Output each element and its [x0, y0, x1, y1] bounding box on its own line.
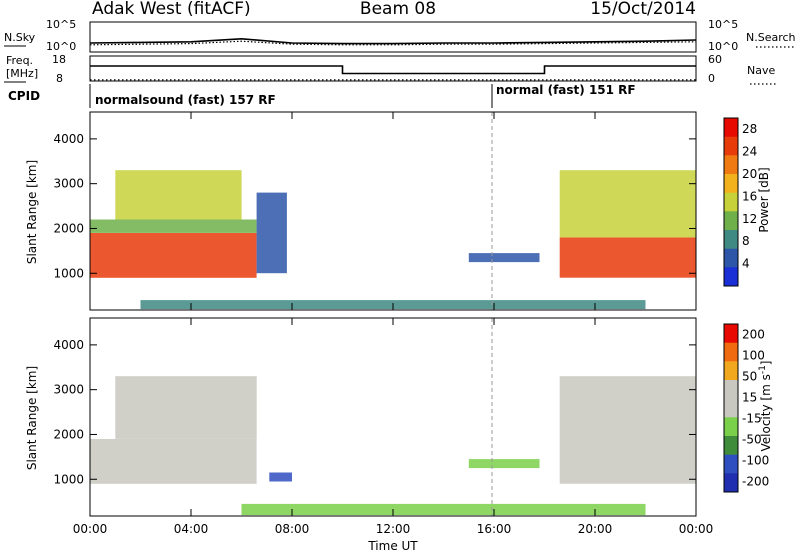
- power-colorbar-tick-3: 12: [742, 212, 757, 226]
- velocity-colorbar-band-5: [724, 398, 738, 418]
- cpid-segment-1: normalsound (fast) 157 RF: [95, 93, 276, 107]
- noise-right-tick-top: 10^5: [708, 18, 738, 31]
- noise-right-tick-bottom: 10^0: [708, 40, 738, 53]
- power-colorbar-band-6: [724, 211, 738, 231]
- station-title: Adak West (fitACF): [92, 0, 251, 19]
- velocity-colorbar-tick-7: -100: [742, 454, 769, 468]
- x-tick-label-5: 16:00: [477, 522, 512, 536]
- power-colorbar-band-3: [724, 155, 738, 175]
- velocity-colorbar-tick-5: -15: [742, 412, 762, 426]
- cpid-segment-2: normal (fast) 151 RF: [496, 83, 636, 97]
- velocity-region-2: [115, 376, 257, 439]
- x-tick-label-4: 12:00: [376, 522, 411, 536]
- frequency-label: Freq.: [6, 54, 33, 67]
- noise-frame: [89, 21, 697, 53]
- power-colorbar-band-7: [724, 230, 738, 250]
- velocity-colorbar-band-3: [724, 361, 738, 381]
- x-axis-label: Time UT: [367, 539, 418, 553]
- x-tick-label-7: 00:00: [679, 522, 714, 536]
- power-ytick-label-3: 3000: [53, 177, 84, 191]
- power-region-4: [256, 192, 287, 274]
- power-region-2: [90, 219, 257, 233]
- power-colorbar-tick-1: 4: [742, 257, 750, 271]
- nave-label: Nave: [747, 64, 775, 77]
- velocity-colorbar-band-1: [724, 324, 738, 344]
- power-region-7: [559, 170, 696, 238]
- velocity-colorbar-label: Velocity [m s-1]: [758, 361, 773, 452]
- sky-noise-line: [89, 37, 697, 45]
- power-colorbar-tick-2: 8: [742, 234, 750, 248]
- power-colorbar-band-5: [724, 192, 738, 212]
- power-colorbar-tick-4: 16: [742, 189, 757, 203]
- frequency-frame: [89, 55, 697, 82]
- velocity-colorbar-band-2: [724, 342, 738, 362]
- nave-tick-bottom: 0: [708, 72, 715, 85]
- power-ylabel: Slant Range [km]: [25, 160, 39, 264]
- velocity-panel: 1000 2000 3000 4000 Slant Range [km] 200 100…: [25, 112, 773, 553]
- cpid-panel: CPID normalsound (fast) 157 RF normal (f…: [8, 83, 636, 108]
- velocity-colorbar-tick-6: -50: [742, 433, 762, 447]
- frequency-panel: Freq. [MHz] 18 8 60 0 Nave: [4, 53, 778, 85]
- velocity-region-4: [468, 459, 540, 469]
- noise-left-label: N.Sky: [4, 31, 36, 44]
- velocity-colorbar-band-4: [724, 380, 738, 400]
- power-region-5: [468, 253, 540, 263]
- power-panel: 1000 2000 3000 4000 Slant Range [km] 4 8 12 16…: [25, 111, 771, 311]
- velocity-colorbar-band-9: [724, 473, 738, 493]
- velocity-colorbar-band-8: [724, 454, 738, 474]
- cpid-label: CPID: [8, 89, 40, 103]
- frequency-unit: [MHz]: [6, 67, 38, 80]
- frequency-tick-top: 18: [52, 53, 66, 66]
- power-region-6: [559, 237, 696, 278]
- velocity-ytick-label-3: 3000: [53, 383, 84, 397]
- power-colorbar-tick-5: 20: [742, 167, 757, 181]
- velocity-colorbar-tick-4: 15: [742, 391, 757, 405]
- velocity-colorbar-tick-1: 200: [742, 328, 765, 342]
- power-colorbar-band-4: [724, 174, 738, 194]
- beam-title: Beam 08: [360, 0, 436, 19]
- power-colorbar-label: Power [dB]: [757, 167, 771, 232]
- x-tick-label-2: 04:00: [174, 522, 209, 536]
- velocity-ytick-label-1: 1000: [53, 472, 84, 486]
- power-colorbar-tick-7: 28: [742, 122, 757, 136]
- velocity-region-5: [559, 376, 696, 484]
- power-colorbar-tick-6: 24: [742, 145, 757, 159]
- power-region-3: [115, 170, 242, 220]
- velocity-ytick-label-2: 2000: [53, 427, 84, 441]
- x-tick-label-3: 08:00: [275, 522, 310, 536]
- power-region-1: [90, 233, 257, 278]
- date-title: 15/Oct/2014: [590, 0, 696, 19]
- power-colorbar-band-1: [724, 118, 738, 138]
- noise-panel: N.Sky 10^5 10^0 10^5 10^0 N.Search: [4, 18, 796, 53]
- noise-left-tick-top: 10^5: [46, 18, 76, 31]
- power-ytick-label-1: 1000: [53, 266, 84, 280]
- velocity-region-6: [241, 503, 646, 516]
- power-colorbar-frame: [723, 117, 739, 287]
- frequency-line: [90, 65, 696, 75]
- velocity-ylabel: Slant Range [km]: [25, 366, 39, 470]
- velocity-region-1: [90, 439, 257, 484]
- velocity-colorbar-band-6: [724, 417, 738, 437]
- power-ytick-label-4: 4000: [53, 132, 84, 146]
- x-tick-label-1: 00:00: [73, 522, 108, 536]
- noise-left-tick-bottom: 10^0: [46, 40, 76, 53]
- velocity-colorbar-tick-2: 100: [742, 349, 765, 363]
- velocity-colorbar-band-7: [724, 436, 738, 456]
- velocity-colorbar-tick-3: 50: [742, 370, 757, 384]
- x-tick-label-6: 20:00: [578, 522, 613, 536]
- velocity-region-3: [269, 472, 292, 482]
- power-ytick-label-2: 2000: [53, 221, 84, 235]
- power-colorbar-band-2: [724, 136, 738, 156]
- power-colorbar-band-8: [724, 248, 738, 268]
- velocity-ytick-label-4: 4000: [53, 338, 84, 352]
- frequency-tick-bottom: 8: [56, 72, 63, 85]
- nave-tick-top: 60: [708, 53, 722, 66]
- velocity-colorbar-tick-8: -200: [742, 475, 769, 489]
- power-colorbar-band-9: [724, 267, 738, 287]
- noise-right-label: N.Search: [746, 31, 796, 44]
- search-noise-line: [89, 40, 697, 46]
- velocity-colorbar-frame: [723, 323, 739, 493]
